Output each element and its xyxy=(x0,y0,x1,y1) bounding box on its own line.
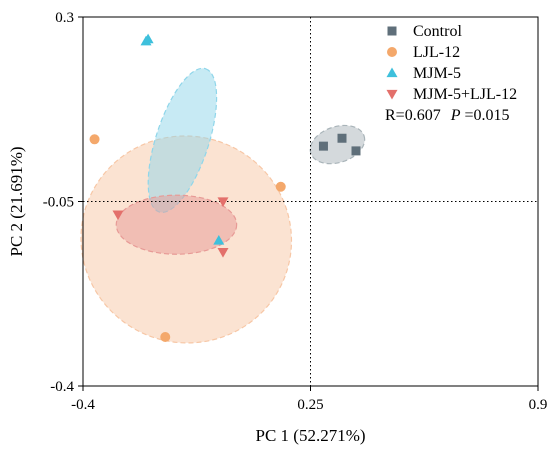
point-mjm-5-2 xyxy=(142,33,154,44)
r-value: R=0.607 xyxy=(385,107,441,124)
point-mjm-5-ljl-12-3 xyxy=(217,247,229,258)
stats-annotation: R=0.607 P =0.015 xyxy=(385,107,510,124)
p-value: =0.015 xyxy=(464,107,509,124)
legend-label-mjm-5: MJM-5 xyxy=(413,65,461,82)
legend-label-control: Control xyxy=(413,23,462,40)
legend-marker-mjm-5 xyxy=(386,67,398,78)
legend: Control LJL-12 MJM-5 MJM-5+LJL-12 xyxy=(386,23,517,103)
x-tick-label: 0.9 xyxy=(529,397,548,413)
x-tick-label: -0.4 xyxy=(71,397,95,413)
x-tick-label: 0.25 xyxy=(297,397,323,413)
point-ljl-12-1 xyxy=(89,134,100,145)
legend-marker-ljl-12 xyxy=(387,47,397,57)
point-control-1 xyxy=(337,133,347,143)
point-ljl-12-2 xyxy=(275,181,286,192)
ellipse-mjm-5-ljl-12 xyxy=(115,194,238,255)
y-tick-label: -0.05 xyxy=(43,195,74,211)
y-tick-label: -0.4 xyxy=(50,379,74,395)
legend-label-mjm-5-ljl-12: MJM-5+LJL-12 xyxy=(413,86,517,103)
point-control-2 xyxy=(318,141,328,151)
p-label: P xyxy=(450,107,461,124)
legend-marker-mjm-5-ljl-12 xyxy=(386,89,398,100)
point-mjm-5-3 xyxy=(213,235,225,245)
legend-label-ljl-12: LJL-12 xyxy=(413,44,460,61)
ellipse-control xyxy=(309,124,366,165)
data-points xyxy=(89,33,361,342)
axis-ticks: -0.4 0.25 0.9 0.3 -0.05 -0.4 xyxy=(43,10,548,413)
x-axis-label: PC 1 (52.271%) xyxy=(255,426,365,445)
point-control-3 xyxy=(351,146,361,156)
legend-marker-control xyxy=(387,26,397,36)
y-axis-label: PC 2 (21.691%) xyxy=(7,146,26,256)
point-mjm-5-ljl-12-1 xyxy=(112,210,124,221)
point-mjm-5-ljl-12-2 xyxy=(217,197,229,207)
y-tick-label: 0.3 xyxy=(55,10,74,26)
point-ljl-12-3 xyxy=(160,331,171,342)
reference-lines xyxy=(83,17,538,386)
confidence-ellipses xyxy=(80,67,366,344)
